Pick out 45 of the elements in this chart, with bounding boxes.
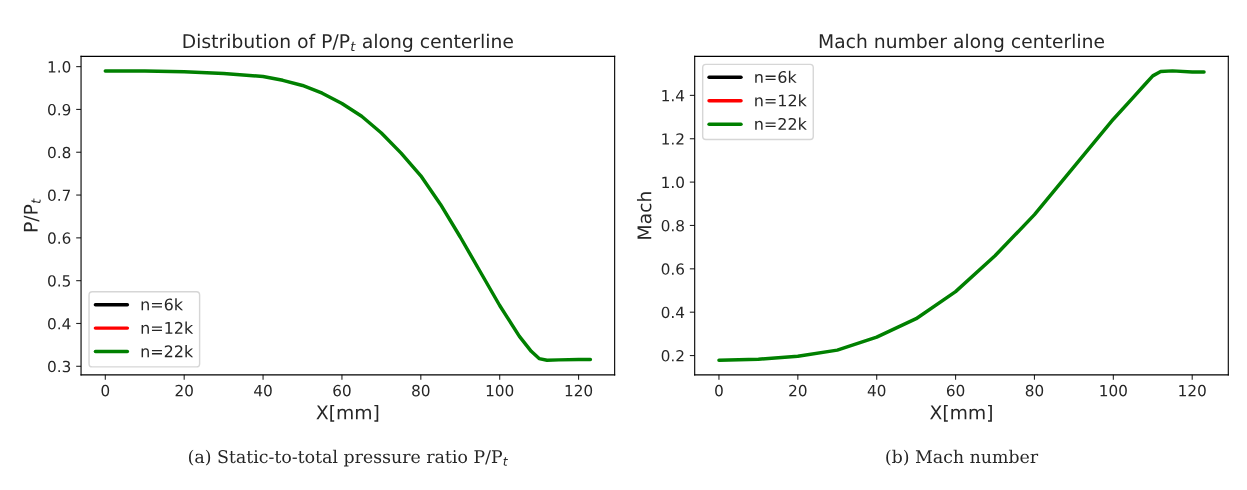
legend-label: n=6k (755, 70, 797, 84)
y-tick-label: 0.4 (48, 317, 71, 330)
x-tick-label: 120 (565, 384, 593, 397)
y-tick-label: 0.5 (48, 275, 70, 287)
legend-label: n=22k (755, 117, 807, 130)
x-tick-label: 20 (789, 384, 807, 397)
x-tick-label: 100 (486, 384, 514, 397)
x-tick-label: 120 (1179, 384, 1206, 397)
legend-label: n=6k (141, 298, 184, 311)
x-tick-label: 20 (175, 384, 193, 397)
line-series (103, 69, 593, 363)
x-tick-label: 0 (715, 384, 723, 397)
y-tick-label: 1.0 (48, 61, 71, 73)
y-tick-label: 0.8 (48, 146, 71, 159)
x-tick-label: 80 (1025, 384, 1044, 397)
legend-label: n=12k (141, 321, 194, 334)
x-axis-title: X[mm] (316, 404, 379, 422)
x-axis-title: X[mm] (930, 404, 992, 422)
text: (b) Mach number (886, 449, 1039, 466)
y-tick-label: 0.9 (48, 103, 71, 116)
y-tick-label: 0.8 (661, 219, 684, 232)
y-tick-label: 0.3 (48, 360, 71, 373)
text: (a) Static-to-total pressure ratio P/P$_{t}$ (188, 449, 508, 467)
chart-title: Distribution of P/P$_{t}$ along centerline (183, 33, 513, 52)
x-tick-label: 40 (867, 384, 886, 397)
legend-label: n=22k (141, 345, 194, 358)
legend-label: n=12k (755, 94, 807, 107)
x-tick-label: 80 (412, 384, 430, 397)
y-tick-label: 0.7 (48, 189, 71, 202)
y-axis-title: P/P$_{t}$ (23, 198, 41, 232)
x-tick-label: 100 (1100, 384, 1127, 397)
line-series (717, 69, 1206, 363)
x-tick-label: 0 (101, 384, 110, 397)
y-tick-label: 1.4 (662, 90, 685, 102)
y-tick-label: 0.6 (48, 232, 71, 244)
y-tick-label: 1.0 (662, 176, 684, 189)
y-axis-title: Mach (636, 192, 652, 239)
y-tick-label: 0.6 (661, 263, 685, 275)
chart-title: Mach number along centerline (819, 33, 1105, 52)
x-tick-label: 40 (254, 384, 272, 397)
y-tick-label: 0.2 (661, 350, 684, 362)
x-tick-label: 60 (333, 384, 351, 397)
x-tick-label: 60 (946, 384, 965, 397)
y-tick-label: 1.2 (662, 133, 684, 145)
y-tick-label: 0.4 (661, 306, 685, 319)
